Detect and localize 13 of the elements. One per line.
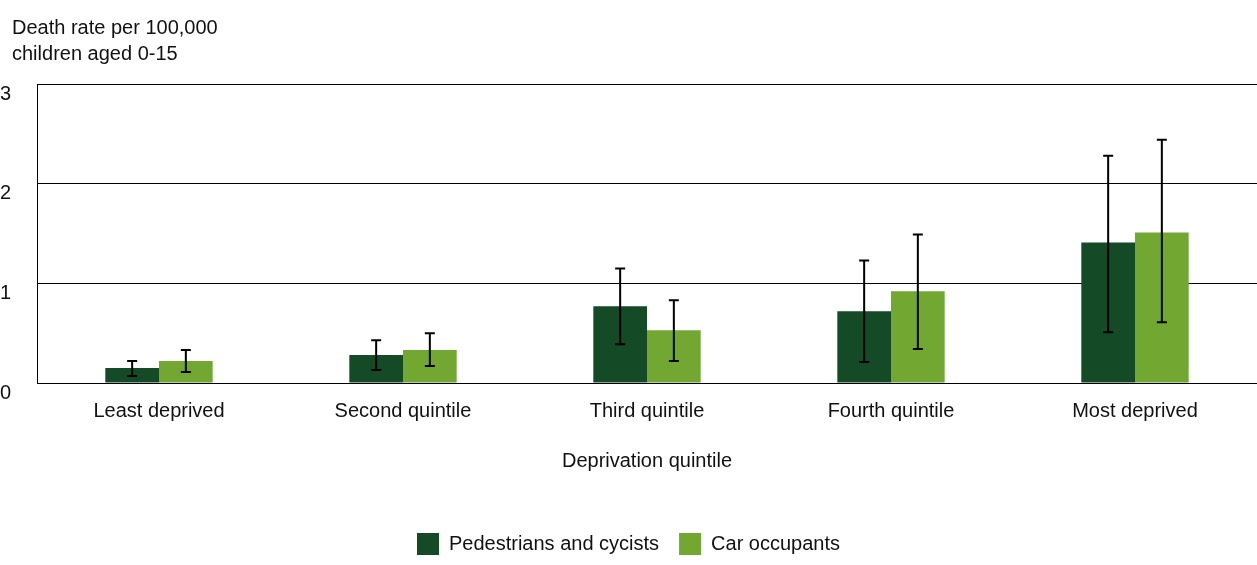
- y-axis-title: Death rate per 100,000 children aged 0-15: [12, 15, 219, 66]
- x-tick-label: Least deprived: [93, 398, 225, 421]
- y-tick-label: 1: [0, 280, 12, 303]
- y-tick-label: 0: [0, 380, 12, 403]
- x-axis-title: Deprivation quintile: [561, 448, 733, 471]
- x-tick-label: Second quintile: [334, 398, 472, 421]
- legend-label: Car occupants: [711, 531, 841, 554]
- x-tick-label: Fourth quintile: [827, 398, 955, 421]
- x-tick-label: Most deprived: [1072, 398, 1198, 421]
- y-tick-label: 2: [0, 181, 12, 204]
- legend-label: Pedestrians and cycists: [448, 531, 660, 554]
- x-tick-label: Third quintile: [589, 398, 705, 421]
- y-tick-label: 3: [0, 81, 12, 104]
